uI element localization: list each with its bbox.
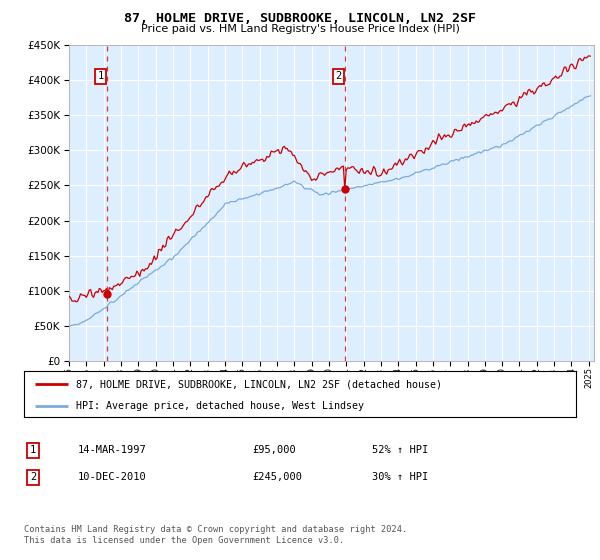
Text: 2: 2 [30,472,36,482]
Text: 1: 1 [97,72,103,81]
Text: Contains HM Land Registry data © Crown copyright and database right 2024.
This d: Contains HM Land Registry data © Crown c… [24,525,407,545]
Text: £245,000: £245,000 [252,472,302,482]
Text: 52% ↑ HPI: 52% ↑ HPI [372,445,428,455]
Text: 10-DEC-2010: 10-DEC-2010 [78,472,147,482]
Text: 87, HOLME DRIVE, SUDBROOKE, LINCOLN, LN2 2SF (detached house): 87, HOLME DRIVE, SUDBROOKE, LINCOLN, LN2… [76,379,442,389]
Text: 2: 2 [335,72,341,81]
Text: 1: 1 [30,445,36,455]
Text: £95,000: £95,000 [252,445,296,455]
Text: 87, HOLME DRIVE, SUDBROOKE, LINCOLN, LN2 2SF: 87, HOLME DRIVE, SUDBROOKE, LINCOLN, LN2… [124,12,476,25]
Text: 14-MAR-1997: 14-MAR-1997 [78,445,147,455]
Text: Price paid vs. HM Land Registry's House Price Index (HPI): Price paid vs. HM Land Registry's House … [140,24,460,34]
Text: 30% ↑ HPI: 30% ↑ HPI [372,472,428,482]
Text: HPI: Average price, detached house, West Lindsey: HPI: Average price, detached house, West… [76,401,364,410]
